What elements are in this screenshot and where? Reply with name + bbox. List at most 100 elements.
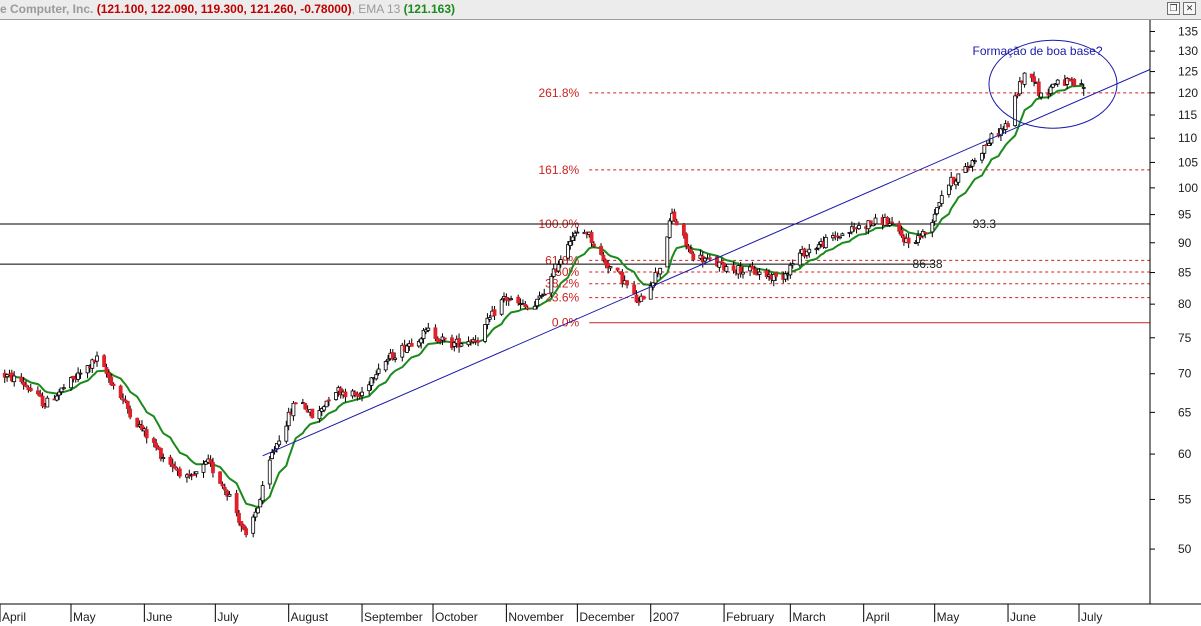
candle-body xyxy=(334,392,338,400)
plot-area[interactable] xyxy=(0,20,1150,604)
candle-body xyxy=(177,468,182,477)
candle-body xyxy=(838,236,842,239)
candle-body xyxy=(516,296,521,304)
candle-body xyxy=(566,244,570,259)
candle-body xyxy=(1051,83,1055,88)
candle-body xyxy=(689,249,693,254)
candle-body xyxy=(946,184,951,195)
candle-body xyxy=(220,483,225,487)
candle-body xyxy=(932,213,937,222)
candle-body xyxy=(648,285,653,300)
candle-body xyxy=(466,341,471,346)
candle-body xyxy=(840,233,845,237)
candle-body xyxy=(324,400,329,408)
close-window-icon[interactable]: ✕ xyxy=(1183,2,1196,15)
candle-body xyxy=(885,217,890,226)
candle-body xyxy=(374,374,379,380)
candle-body xyxy=(573,232,577,237)
candle-body xyxy=(707,257,712,260)
candle-body xyxy=(667,220,672,238)
candle-body xyxy=(267,459,272,485)
candle-body xyxy=(807,248,812,254)
level-value-label: 93.3 xyxy=(973,217,997,231)
candle-body xyxy=(426,327,431,331)
y-tick-label: 100 xyxy=(1178,181,1198,195)
candle-body xyxy=(963,166,968,173)
security-name: e Computer, Inc. xyxy=(0,2,94,16)
candle-body xyxy=(21,381,26,386)
fib-level-label: 50% xyxy=(555,265,579,279)
candle-body xyxy=(1072,78,1077,86)
candle-body xyxy=(459,343,464,347)
candle-body xyxy=(338,387,343,396)
candle-body xyxy=(1015,94,1020,97)
candle-body xyxy=(592,243,596,247)
candle-body xyxy=(523,304,528,308)
candle-body xyxy=(835,235,840,238)
candle-body xyxy=(625,280,629,286)
annotation-text: Formação de boa base? xyxy=(973,44,1103,58)
candle-body xyxy=(601,254,606,260)
ema-label: EMA 13 xyxy=(358,2,401,16)
candle-body xyxy=(159,447,163,459)
candle-body xyxy=(128,408,133,418)
x-month-label: June xyxy=(1010,610,1036,624)
candle-body xyxy=(327,399,331,402)
candle-body xyxy=(76,372,80,380)
candle-body xyxy=(452,342,457,347)
fibonacci-layer: 0.0%23.6%38.2%50%61.8%100.0%161.8%261.8% xyxy=(538,86,1150,330)
candle-body xyxy=(45,397,50,408)
candle-body xyxy=(218,471,222,484)
candle-body xyxy=(570,236,575,241)
candlestick-chart[interactable]: 0.0%23.6%38.2%50%61.8%100.0%161.8%261.8%… xyxy=(0,20,1201,626)
candle-body xyxy=(151,438,156,443)
ohlc-values: (121.100, 122.090, 119.300, 121.260, -0.… xyxy=(96,2,352,16)
candle-body xyxy=(12,375,17,383)
candle-body xyxy=(476,340,480,343)
candle-body xyxy=(771,274,776,282)
candle-body xyxy=(930,222,935,233)
candle-body xyxy=(731,265,736,271)
candle-body xyxy=(322,406,327,411)
candle-body xyxy=(620,271,625,284)
candle-body xyxy=(59,387,64,393)
candle-body xyxy=(237,512,241,523)
candle-body xyxy=(741,271,745,275)
candles-layer xyxy=(2,71,1086,538)
candle-body xyxy=(419,338,424,344)
candle-body xyxy=(343,391,348,398)
y-tick-label: 95 xyxy=(1178,208,1192,222)
candle-body xyxy=(757,271,762,275)
y-tick-label: 85 xyxy=(1178,266,1192,280)
candle-body xyxy=(615,267,620,271)
candle-body xyxy=(873,217,878,225)
candle-body xyxy=(606,263,611,269)
x-month-label: February xyxy=(726,610,774,624)
candle-body xyxy=(225,490,230,497)
candle-body xyxy=(939,195,944,204)
candle-body xyxy=(201,463,206,473)
candle-body xyxy=(483,324,487,342)
candle-body xyxy=(208,459,213,464)
candle-body xyxy=(234,493,239,514)
candle-body xyxy=(752,268,757,275)
candle-body xyxy=(38,393,43,397)
candle-body xyxy=(537,295,542,299)
candle-body xyxy=(589,232,594,244)
candle-body xyxy=(383,361,388,371)
candle-body xyxy=(535,298,540,307)
restore-window-icon[interactable]: ❐ xyxy=(1167,2,1180,15)
candle-body xyxy=(376,368,381,374)
candle-body xyxy=(19,376,24,382)
candle-body xyxy=(421,329,426,340)
candle-body xyxy=(85,365,90,374)
candle-body xyxy=(935,207,939,215)
candle-body xyxy=(286,411,291,427)
candle-body xyxy=(492,309,497,316)
fib-level-label: 161.8% xyxy=(538,163,579,177)
candle-body xyxy=(715,256,719,267)
y-tick-label: 60 xyxy=(1178,447,1192,461)
candle-body xyxy=(899,229,904,237)
y-tick-label: 130 xyxy=(1178,44,1198,58)
y-tick-label: 110 xyxy=(1178,131,1197,145)
